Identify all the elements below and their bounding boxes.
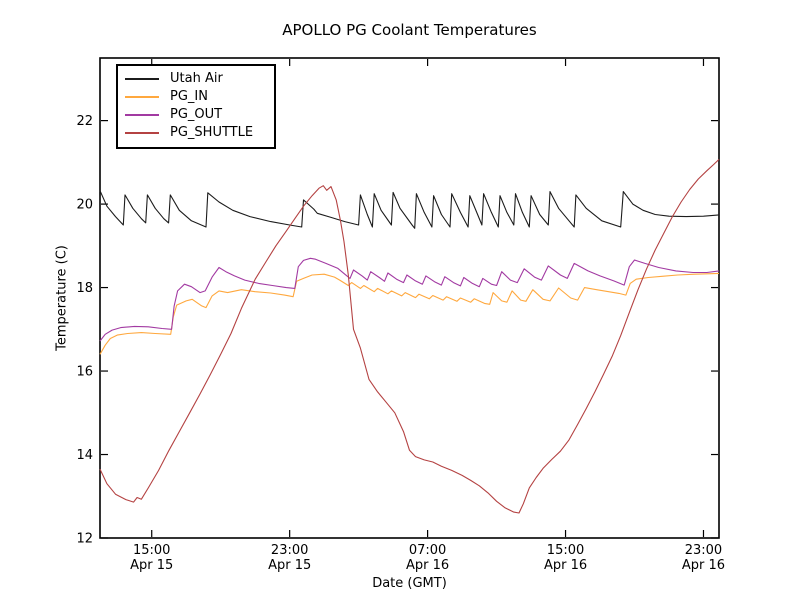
x-axis-label: Date (GMT) [372,576,447,591]
legend-label: PG_OUT [170,107,223,122]
y-tick-label: 22 [76,114,93,129]
x-tick-label-time: 15:00 [547,543,584,558]
series-line-pg-in [99,272,720,355]
x-tick-label-time: 15:00 [133,543,170,558]
legend-item: PG_SHUTTLE [125,124,270,142]
plot-frame [99,57,720,539]
x-tick-label-date: Apr 15 [130,558,173,573]
x-tick-label-date: Apr 15 [268,558,311,573]
y-tick-label: 12 [76,532,93,547]
x-tick-label-date: Apr 16 [682,558,725,573]
legend-line-swatch [125,132,159,134]
legend-label: PG_IN [170,89,208,104]
y-tick-label: 14 [76,448,93,463]
legend-label: PG_SHUTTLE [170,125,254,140]
chart-title: APOLLO PG Coolant Temperatures [282,21,537,39]
y-tick-label: 16 [76,365,93,380]
legend-line-swatch [125,78,159,80]
x-tick-label-time: 07:00 [409,543,446,558]
series-line-pg-shuttle [99,159,720,514]
x-tick-label-date: Apr 16 [406,558,449,573]
series-line-utah-air [99,190,720,229]
legend-label: Utah Air [170,71,223,86]
legend-item: PG_IN [125,88,270,106]
legend: Utah Air PG_IN PG_OUT PG_SHUTTLE [116,64,276,149]
series-line-pg-out [99,257,720,342]
x-tick-label-time: 23:00 [685,543,722,558]
legend-line-swatch [125,114,159,116]
x-tick-label-date: Apr 16 [544,558,587,573]
y-tick-label: 20 [76,198,93,213]
legend-item: PG_OUT [125,106,270,124]
y-axis-label: Temperature (C) [54,245,70,351]
legend-item: Utah Air [125,70,270,88]
x-tick-label-time: 23:00 [271,543,308,558]
y-tick-label: 18 [76,281,93,296]
legend-line-swatch [125,96,159,98]
